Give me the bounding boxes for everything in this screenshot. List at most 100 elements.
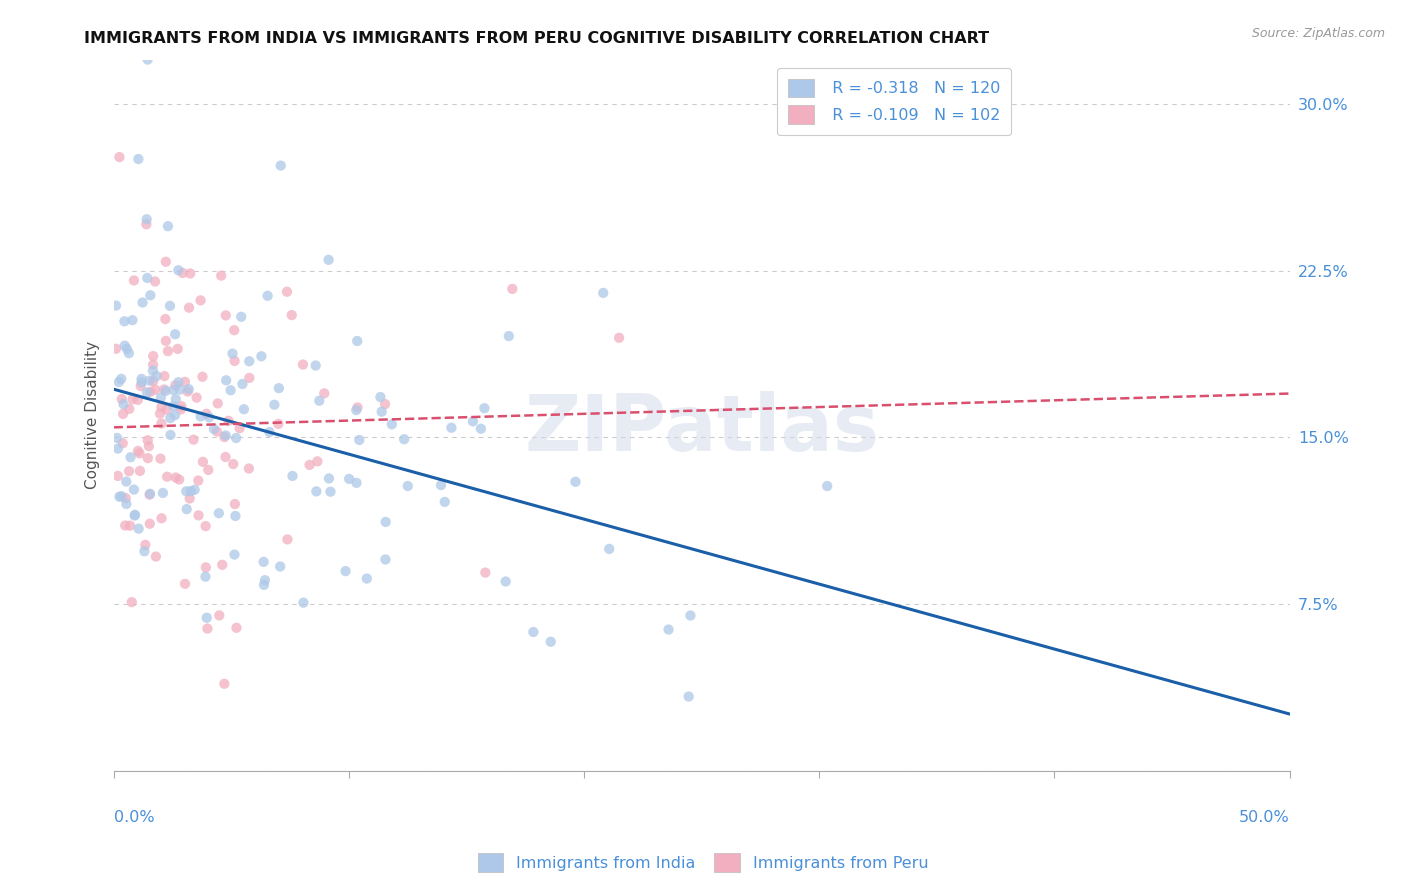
Point	[104, 342, 127, 356]
Point	[195, 611, 218, 625]
Point	[153, 383, 176, 397]
Point	[108, 375, 131, 389]
Point	[152, 486, 174, 500]
Point	[267, 381, 290, 395]
Point	[156, 469, 179, 483]
Point	[118, 518, 141, 533]
Point	[165, 392, 187, 406]
Point	[142, 358, 165, 372]
Point	[127, 392, 149, 407]
Point	[145, 369, 167, 384]
Point	[470, 422, 492, 436]
Point	[215, 373, 238, 387]
Point	[177, 384, 200, 399]
Point	[305, 484, 328, 499]
Point	[540, 634, 562, 648]
Point	[139, 516, 162, 531]
Point	[165, 327, 187, 342]
Point	[134, 544, 156, 558]
Point	[270, 159, 292, 173]
Point	[191, 369, 214, 384]
Point	[107, 469, 129, 483]
Point	[221, 346, 243, 360]
Point	[276, 285, 298, 299]
Point	[678, 690, 700, 704]
Point	[215, 428, 238, 442]
Point	[122, 483, 145, 497]
Point	[259, 425, 281, 439]
Point	[179, 491, 201, 506]
Point	[224, 354, 246, 368]
Point	[209, 268, 232, 283]
Point	[253, 573, 276, 587]
Point	[108, 490, 131, 504]
Point	[111, 392, 134, 406]
Point	[156, 219, 179, 234]
Point	[815, 479, 838, 493]
Point	[474, 401, 496, 416]
Point	[129, 464, 152, 478]
Point	[211, 558, 233, 572]
Point	[374, 515, 396, 529]
Point	[318, 471, 340, 485]
Point	[202, 422, 225, 436]
Point	[135, 217, 157, 231]
Point	[127, 152, 149, 166]
Point	[162, 383, 184, 397]
Point	[291, 358, 314, 372]
Point	[224, 497, 246, 511]
Point	[214, 450, 236, 464]
Point	[142, 363, 165, 377]
Point	[250, 349, 273, 363]
Point	[238, 354, 260, 368]
Point	[159, 299, 181, 313]
Legend:   R = -0.318   N = 120,   R = -0.109   N = 102: R = -0.318 N = 120, R = -0.109 N = 102	[778, 68, 1011, 135]
Point	[337, 472, 360, 486]
Point	[281, 469, 304, 483]
Point	[370, 390, 392, 404]
Point	[307, 454, 329, 468]
Point	[592, 285, 614, 300]
Point	[105, 431, 128, 445]
Point	[149, 391, 172, 405]
Point	[139, 288, 162, 302]
Point	[170, 402, 193, 417]
Point	[120, 450, 142, 465]
Point	[208, 506, 231, 520]
Point	[224, 508, 246, 523]
Point	[461, 414, 484, 428]
Point	[183, 433, 205, 447]
Point	[150, 400, 173, 414]
Point	[121, 313, 143, 327]
Point	[167, 473, 190, 487]
Point	[129, 379, 152, 393]
Point	[110, 489, 132, 503]
Point	[124, 508, 146, 523]
Y-axis label: Cognitive Disability: Cognitive Disability	[86, 341, 100, 489]
Point	[238, 371, 260, 385]
Point	[187, 474, 209, 488]
Point	[162, 399, 184, 413]
Point	[231, 376, 253, 391]
Point	[319, 484, 342, 499]
Point	[433, 495, 456, 509]
Point	[298, 458, 321, 472]
Point	[308, 393, 330, 408]
Point	[131, 372, 153, 386]
Point	[174, 577, 197, 591]
Point	[276, 533, 298, 547]
Point	[679, 608, 702, 623]
Point	[224, 548, 246, 562]
Point	[281, 308, 304, 322]
Point	[134, 538, 156, 552]
Point	[177, 301, 200, 315]
Point	[370, 405, 392, 419]
Point	[346, 334, 368, 348]
Point	[253, 578, 276, 592]
Legend: Immigrants from India, Immigrants from Peru: Immigrants from India, Immigrants from P…	[470, 845, 936, 880]
Point	[112, 407, 135, 421]
Point	[110, 372, 132, 386]
Point	[163, 408, 186, 422]
Point	[564, 475, 586, 489]
Point	[522, 624, 544, 639]
